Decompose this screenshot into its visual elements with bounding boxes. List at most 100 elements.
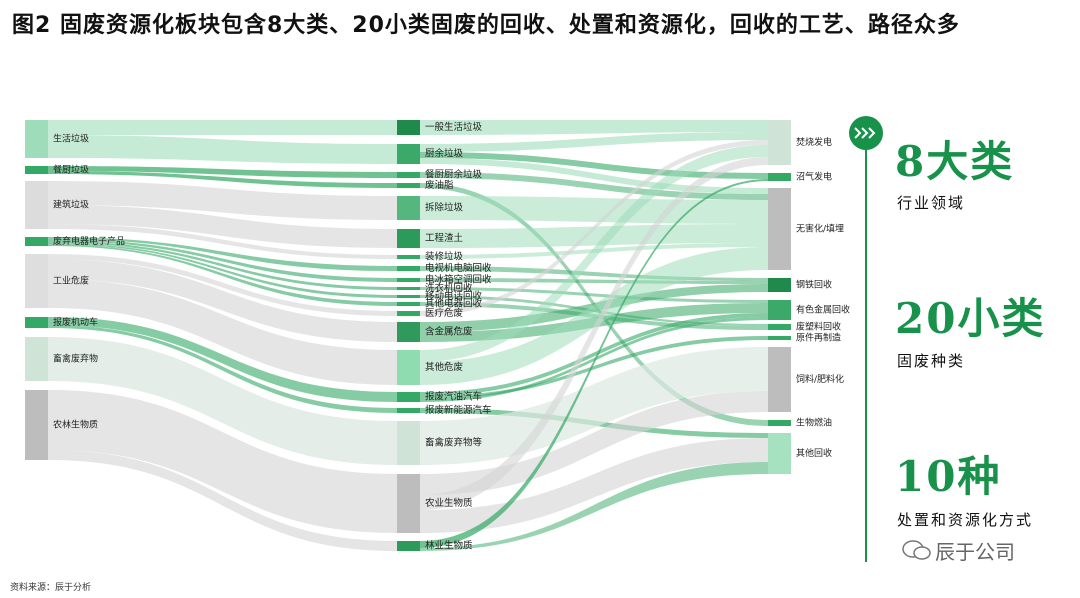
title: 图2 固废资源化板块包含8大类、20小类固废的回收、处置和资源化，回收的工艺、路… [12, 13, 960, 38]
node-label: 焚烧发电 [796, 136, 832, 148]
node-label: 装修垃圾 [425, 251, 464, 263]
link [420, 287, 768, 303]
link [48, 279, 397, 385]
node [397, 229, 420, 248]
node-label: 建筑垃圾 [53, 199, 89, 211]
link [420, 157, 768, 510]
node-label: 原件再制造 [796, 332, 841, 344]
stat-label: 处置和资源化方式 [897, 511, 1034, 529]
watermark: 辰于公司 [935, 540, 1015, 564]
node-label: 饲料/肥料化 [796, 373, 844, 385]
node [397, 350, 420, 385]
node [397, 120, 420, 135]
link [48, 239, 397, 282]
link [48, 181, 397, 220]
link [420, 140, 768, 316]
arrow-chevrons [854, 127, 876, 139]
node [768, 188, 791, 270]
node-label: 电视机电脑回收 [425, 262, 492, 274]
node-label: 农业生物质 [425, 497, 473, 509]
link [48, 259, 397, 342]
link [48, 224, 397, 259]
node-label: 报废机动车 [53, 316, 98, 328]
node-label: 有色金属回收 [796, 304, 850, 316]
link [48, 135, 397, 164]
stat-value: 20小类 [895, 294, 1046, 343]
link [48, 390, 397, 533]
link [420, 438, 768, 533]
node [768, 420, 791, 426]
stat-value: 10种 [895, 452, 1002, 501]
node-label: 林业生物质 [425, 540, 473, 552]
node-label: 移动电话回收 [425, 290, 483, 302]
node [768, 336, 791, 340]
node-label: 餐厨厨余垃圾 [425, 169, 483, 181]
link [48, 450, 397, 551]
node-label: 其他电器回收 [425, 298, 483, 310]
node [397, 172, 420, 178]
link [420, 347, 768, 465]
link [48, 171, 397, 188]
node [397, 295, 420, 298]
node-label: 沼气发电 [796, 171, 832, 183]
node [768, 347, 791, 412]
node-label: 工程渣土 [425, 232, 464, 244]
link [420, 313, 768, 396]
node [397, 421, 420, 465]
link [420, 196, 768, 224]
node-label: 含金属危废 [425, 326, 473, 338]
link [420, 224, 768, 248]
link [48, 120, 397, 135]
stat-label: 行业领域 [897, 194, 966, 212]
link [48, 254, 397, 316]
node [397, 196, 420, 220]
divider [849, 116, 883, 562]
node [397, 287, 420, 290]
link [48, 243, 397, 298]
node [397, 302, 420, 306]
link [48, 241, 397, 290]
node [768, 433, 791, 474]
link [420, 120, 768, 135]
stat-value: 8大类 [895, 137, 1015, 186]
link [48, 337, 397, 465]
link [420, 336, 768, 399]
node [25, 254, 48, 308]
node [397, 408, 420, 413]
node-label: 废塑料回收 [796, 321, 841, 333]
node [397, 266, 420, 271]
node [25, 181, 48, 229]
node-label: 畜禽废弃物等 [425, 437, 483, 449]
node-label: 洗衣机回收 [425, 282, 473, 294]
link [48, 317, 397, 402]
link [48, 166, 397, 178]
node [768, 120, 791, 165]
link [420, 179, 768, 548]
source: 资料来源：辰于分析 [10, 583, 92, 593]
link [420, 247, 768, 385]
node [25, 120, 48, 158]
node-label: 报废汽油汽车 [425, 391, 482, 403]
node [397, 278, 420, 282]
node-label: 其他危废 [425, 361, 464, 373]
link [420, 158, 768, 194]
node [25, 337, 48, 381]
node-label: 一般生活垃圾 [425, 121, 483, 133]
link [48, 237, 397, 271]
node [397, 255, 420, 259]
node-label: 报废新能源汽车 [425, 404, 492, 416]
node [768, 278, 791, 292]
link [420, 132, 768, 152]
link [420, 145, 768, 362]
node [25, 390, 48, 460]
node [397, 392, 420, 402]
node-label: 废弃电器电子产品 [53, 235, 125, 247]
node-label: 无害化/填埋 [796, 223, 844, 235]
node [397, 541, 420, 551]
node-label: 其他回收 [796, 447, 832, 459]
watermark-icon [902, 540, 931, 560]
node-label: 畜禽废弃物 [53, 353, 98, 365]
node [768, 324, 791, 330]
